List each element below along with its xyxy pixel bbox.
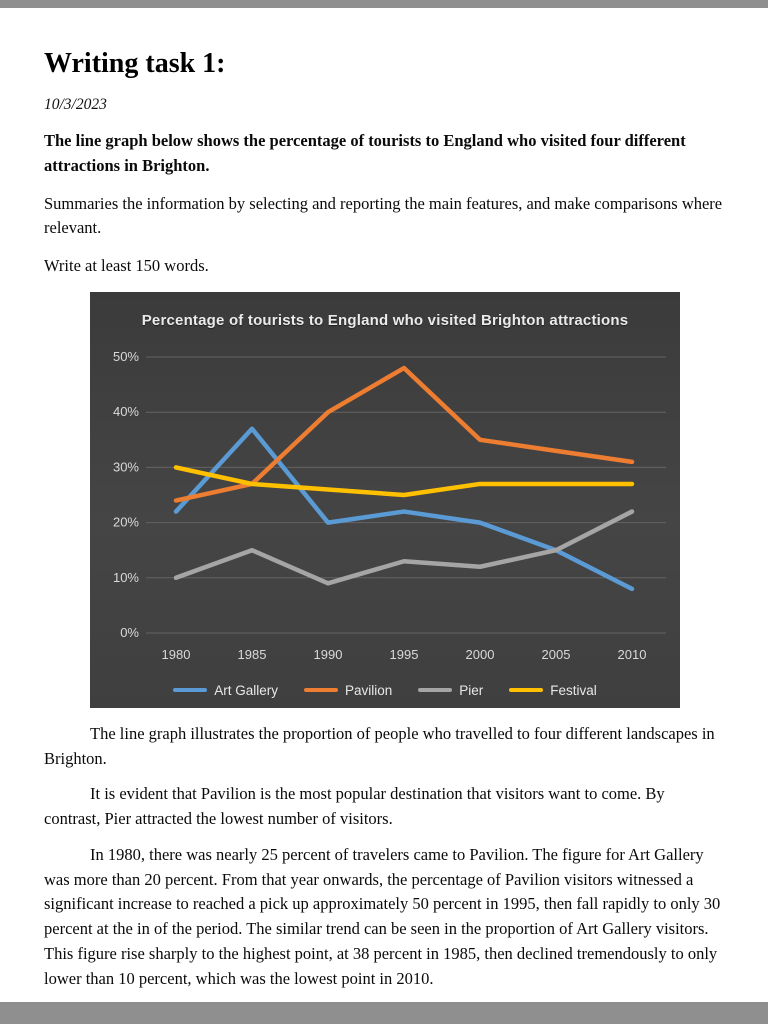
x-tick-label: 2010 bbox=[618, 647, 647, 662]
legend-swatch-icon bbox=[173, 688, 208, 693]
page-title: Writing task 1: bbox=[44, 48, 226, 79]
legend-swatch-icon bbox=[303, 688, 338, 693]
legend-label: Art Gallery bbox=[214, 682, 278, 698]
legend-label: Pier bbox=[459, 682, 484, 698]
legend-label: Pavilion bbox=[344, 682, 393, 698]
essay-paragraph-2: It is evident that Pavilion is the most … bbox=[44, 784, 665, 828]
task-instructions: Summaries the information by selecting a… bbox=[44, 193, 723, 238]
x-tick-label: 1995 bbox=[390, 647, 419, 662]
date-text: 10/3/2023 bbox=[44, 96, 107, 113]
x-tick-label: 1985 bbox=[238, 647, 267, 662]
legend-swatch-icon bbox=[509, 688, 544, 693]
series-line-festival bbox=[173, 464, 635, 497]
y-tick-label: 40% bbox=[113, 404, 139, 419]
series-line-pier bbox=[173, 509, 635, 586]
word-count-note: Write at least 150 words. bbox=[44, 256, 209, 275]
x-tick-label: 1990 bbox=[314, 647, 343, 662]
essay-paragraph-3: In 1980, there was nearly 25 percent of … bbox=[44, 844, 721, 988]
chart-plot-area: 0% 10% 20% 30% 40% 50% 1980 1985 1990 1995 2000 200… bbox=[113, 349, 666, 662]
legend-item-pier: Pier bbox=[418, 683, 483, 698]
x-tick-label: 2000 bbox=[466, 647, 495, 662]
x-tick-label: 1980 bbox=[162, 647, 191, 662]
legend-item-festival: Festival bbox=[509, 683, 597, 698]
x-tick-label: 2005 bbox=[542, 647, 571, 662]
legend-label: Festival bbox=[550, 682, 597, 698]
chart-legend: Art Gallery Pavilion Pier Festival bbox=[90, 683, 680, 698]
document-page: Writing task 1: 10/3/2023 The line graph… bbox=[0, 8, 768, 1002]
essay-paragraph-1: The line graph illustrates the proportio… bbox=[44, 723, 715, 768]
legend-item-art-gallery: Art Gallery bbox=[173, 683, 278, 698]
y-tick-label: 20% bbox=[113, 514, 139, 529]
y-tick-label: 0% bbox=[120, 625, 139, 640]
task-description: The line graph below shows the percentag… bbox=[44, 131, 686, 175]
y-tick-label: 50% bbox=[113, 349, 139, 364]
y-tick-label: 30% bbox=[113, 459, 139, 474]
y-tick-label: 10% bbox=[113, 570, 139, 585]
legend-swatch-icon bbox=[418, 688, 453, 693]
legend-item-pavilion: Pavilion bbox=[303, 682, 393, 698]
line-chart: Percentage of tourists to England who vi… bbox=[90, 291, 680, 708]
chart-title: Percentage of tourists to England who vi… bbox=[141, 311, 629, 329]
